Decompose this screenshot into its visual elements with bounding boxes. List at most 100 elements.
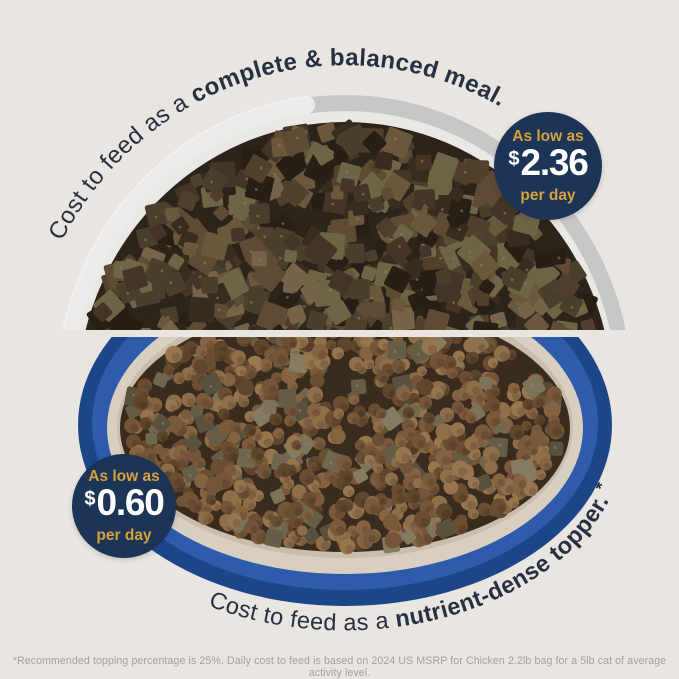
food-piece xyxy=(270,488,286,505)
food-piece xyxy=(527,444,539,456)
food-piece xyxy=(485,397,501,412)
food-piece xyxy=(424,423,434,433)
food-piece xyxy=(407,290,429,312)
food-piece xyxy=(291,535,298,542)
food-piece xyxy=(436,358,445,368)
food-piece xyxy=(430,152,459,181)
food-piece xyxy=(363,445,377,459)
food-piece xyxy=(332,396,350,413)
food-piece xyxy=(472,512,479,519)
food-piece xyxy=(124,418,140,434)
food-piece xyxy=(470,251,500,281)
food-piece xyxy=(291,440,302,451)
food-piece xyxy=(463,170,467,175)
food-piece xyxy=(427,344,438,355)
food-piece xyxy=(394,435,407,448)
food-piece xyxy=(186,447,202,463)
food-piece xyxy=(347,490,354,497)
food-piece xyxy=(107,308,143,330)
food-piece xyxy=(469,416,476,423)
food-piece xyxy=(521,420,532,431)
food-piece xyxy=(342,485,355,498)
food-piece xyxy=(259,258,262,262)
food-piece xyxy=(283,249,298,263)
food-piece xyxy=(498,444,502,447)
food-piece xyxy=(525,424,531,431)
food-piece xyxy=(369,505,379,514)
food-piece xyxy=(323,337,329,338)
food-piece xyxy=(439,469,455,484)
food-piece xyxy=(285,295,290,300)
food-piece xyxy=(378,338,390,350)
food-piece xyxy=(204,412,215,423)
food-piece xyxy=(442,509,452,519)
food-piece xyxy=(171,352,181,363)
food-piece xyxy=(336,455,352,471)
food-piece xyxy=(280,338,289,346)
food-piece xyxy=(512,393,520,401)
food-piece xyxy=(539,473,546,480)
food-piece xyxy=(364,454,375,466)
food-piece xyxy=(402,475,418,491)
food-piece xyxy=(570,305,574,310)
food-piece xyxy=(177,460,188,470)
food-piece xyxy=(262,470,271,479)
food-piece xyxy=(465,351,479,364)
food-piece xyxy=(411,197,425,211)
food-piece xyxy=(356,384,359,388)
food-piece xyxy=(363,357,375,370)
food-piece xyxy=(209,180,214,184)
food-piece xyxy=(193,504,202,513)
food-piece xyxy=(466,500,476,510)
food-piece xyxy=(337,123,372,158)
food-piece xyxy=(531,448,538,455)
food-piece xyxy=(278,256,282,260)
food-piece xyxy=(163,364,175,376)
food-piece xyxy=(244,172,275,203)
food-piece xyxy=(264,362,272,370)
food-piece xyxy=(284,415,296,427)
food-piece xyxy=(214,504,221,511)
food-piece xyxy=(251,447,265,461)
food-piece xyxy=(529,429,546,446)
food-piece xyxy=(428,444,439,455)
food-piece xyxy=(389,477,397,485)
food-piece xyxy=(283,477,290,484)
food-piece xyxy=(546,420,563,438)
food-piece xyxy=(312,437,326,450)
food-piece xyxy=(275,152,305,182)
food-piece xyxy=(250,525,258,534)
food-piece xyxy=(249,300,253,304)
food-piece xyxy=(517,407,526,417)
food-piece xyxy=(374,151,394,171)
food-piece xyxy=(430,486,439,495)
food-piece xyxy=(199,372,224,396)
food-piece xyxy=(383,514,400,531)
food-piece xyxy=(478,278,496,296)
food-piece xyxy=(335,133,350,148)
food-piece xyxy=(474,424,491,441)
food-piece xyxy=(217,308,221,312)
food-piece xyxy=(200,167,229,196)
food-piece xyxy=(194,473,210,489)
food-piece xyxy=(363,529,377,543)
food-piece xyxy=(197,461,205,469)
food-piece xyxy=(332,337,338,338)
food-piece xyxy=(328,475,336,482)
food-piece xyxy=(533,414,546,426)
food-piece xyxy=(201,276,219,294)
food-piece xyxy=(552,392,561,402)
food-piece xyxy=(381,126,413,159)
food-piece xyxy=(232,518,241,527)
food-piece xyxy=(242,400,249,407)
food-piece xyxy=(160,269,164,273)
food-piece xyxy=(328,269,354,295)
food-piece xyxy=(517,463,521,467)
food-piece xyxy=(512,501,519,508)
food-piece xyxy=(353,508,363,519)
food-piece xyxy=(411,434,427,449)
food-piece xyxy=(527,474,532,478)
food-piece xyxy=(255,452,264,460)
food-piece xyxy=(254,187,258,192)
food-piece xyxy=(304,512,313,521)
